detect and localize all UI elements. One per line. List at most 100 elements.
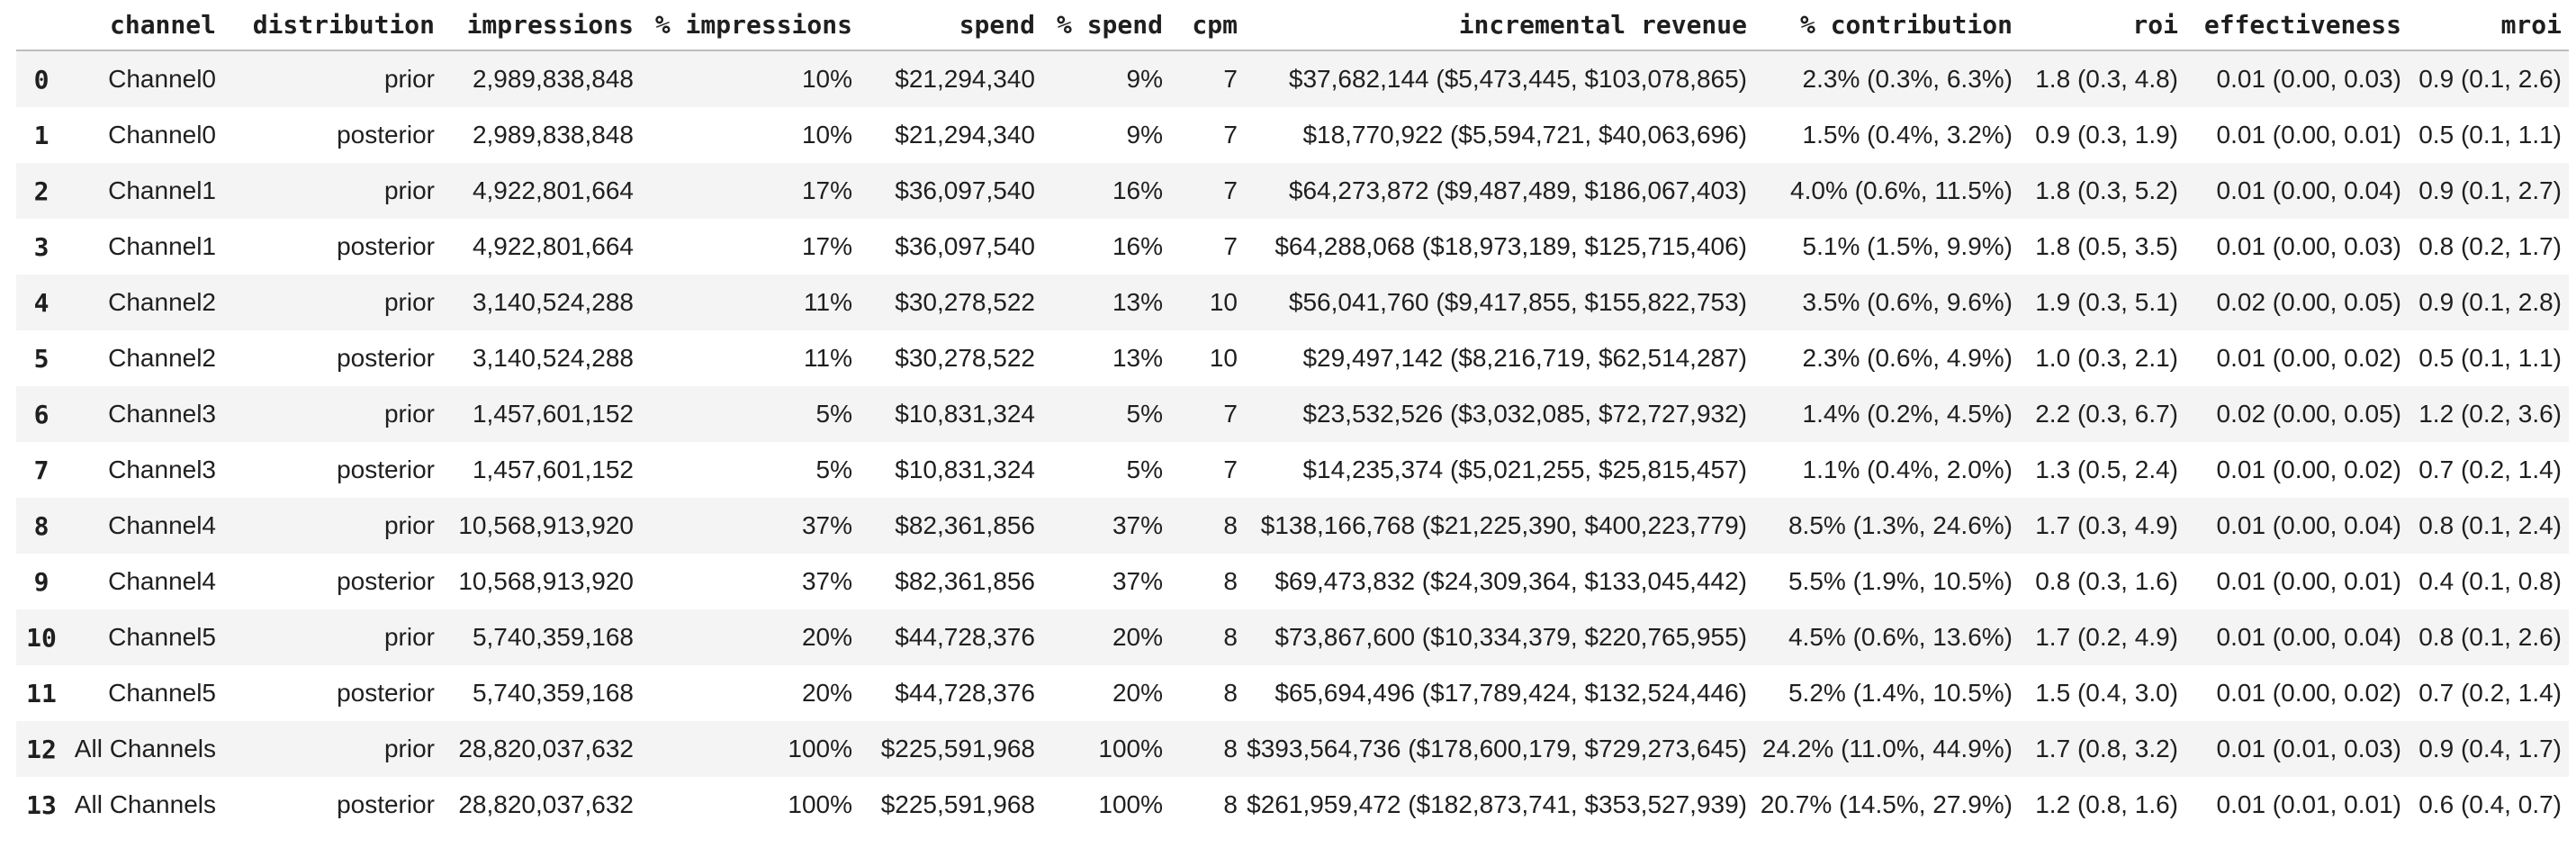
cell-roi: 1.5 (0.4, 3.0) <box>2035 679 2178 707</box>
cell-effectiveness: 0.01 (0.00, 0.02) <box>2216 456 2401 483</box>
cell-impressions: 3,140,524,288 <box>472 288 634 316</box>
column-header-spend: spend <box>860 0 1042 51</box>
channel-summary-table: channel distribution impressions% impressi… <box>16 0 2569 833</box>
cell-pct-contribution: 1.1% (0.4%, 2.0%) <box>1802 456 2013 483</box>
cell-roi: 1.7 (0.2, 4.9) <box>2035 623 2178 651</box>
cell-distribution: prior <box>383 623 435 651</box>
cell-mroi: 1.2 (0.2, 3.6) <box>2418 400 2562 428</box>
cell-effectiveness: 0.01 (0.00, 0.04) <box>2216 623 2401 651</box>
cell-pct-impressions: 5% <box>815 400 852 428</box>
cell-channel: Channel4 <box>108 511 216 539</box>
column-header-channel: channel <box>67 0 223 51</box>
cell-cpm: 10 <box>1209 288 1238 316</box>
cell-effectiveness: 0.02 (0.00, 0.05) <box>2216 400 2401 428</box>
cell-impressions: 5,740,359,168 <box>472 623 634 651</box>
cell-cpm: 8 <box>1223 790 1238 818</box>
row-index: 5 <box>33 343 50 374</box>
cell-pct-impressions: 10% <box>801 121 852 149</box>
cell-impressions: 2,989,838,848 <box>472 65 634 93</box>
row-index: 4 <box>33 287 50 318</box>
cell-pct-spend: 13% <box>1112 288 1163 316</box>
column-header-cpm: cpm <box>1170 0 1245 51</box>
cell-impressions: 28,820,037,632 <box>458 735 634 762</box>
cell-pct-spend: 37% <box>1112 567 1163 595</box>
cell-incremental-revenue: $261,959,472 ($182,873,741, $353,527,939… <box>1247 790 1747 818</box>
cell-pct-contribution: 5.2% (1.4%, 10.5%) <box>1788 679 2013 707</box>
cell-impressions: 2,989,838,848 <box>472 121 634 149</box>
cell-distribution: prior <box>383 288 435 316</box>
row-index: 1 <box>33 120 50 150</box>
cell-pct-spend: 13% <box>1112 344 1163 372</box>
cell-roi: 0.8 (0.3, 1.6) <box>2035 567 2178 595</box>
cell-mroi: 0.5 (0.1, 1.1) <box>2418 344 2562 372</box>
cell-pct-spend: 37% <box>1112 511 1163 539</box>
cell-pct-contribution: 8.5% (1.3%, 24.6%) <box>1788 511 2013 539</box>
cell-impressions: 4,922,801,664 <box>472 176 634 204</box>
cell-channel: Channel3 <box>108 456 216 483</box>
cell-impressions: 10,568,913,920 <box>458 511 634 539</box>
cell-distribution: posterior <box>337 456 435 483</box>
cell-mroi: 0.9 (0.1, 2.8) <box>2418 288 2562 316</box>
cell-pct-contribution: 2.3% (0.3%, 6.3%) <box>1802 65 2013 93</box>
cell-channel: All Channels <box>74 790 216 818</box>
cell-incremental-revenue: $64,273,872 ($9,487,489, $186,067,403) <box>1288 176 1747 204</box>
column-header-roi: roi <box>2020 0 2185 51</box>
cell-mroi: 0.8 (0.1, 2.4) <box>2418 511 2562 539</box>
table-body: 0 Channel0 prior 2,989,838,848 10% $21,294,3… <box>16 50 2569 833</box>
cell-pct-contribution: 1.5% (0.4%, 3.2%) <box>1802 121 2013 149</box>
cell-effectiveness: 0.01 (0.00, 0.03) <box>2216 232 2401 260</box>
cell-roi: 1.7 (0.8, 3.2) <box>2035 735 2178 762</box>
cell-pct-impressions: 20% <box>801 623 852 651</box>
row-index: 11 <box>26 678 57 708</box>
table-row: 4 Channel2 prior 3,140,524,288 11% $30,278,5… <box>16 275 2569 330</box>
cell-distribution: posterior <box>337 344 435 372</box>
column-header-distribution: distribution <box>223 0 442 51</box>
row-index: 7 <box>33 455 50 485</box>
cell-roi: 1.0 (0.3, 2.1) <box>2035 344 2178 372</box>
cell-distribution: prior <box>383 735 435 762</box>
cell-roi: 0.9 (0.3, 1.9) <box>2035 121 2178 149</box>
cell-spend: $82,361,856 <box>895 567 1035 595</box>
table-row: 8 Channel4 prior 10,568,913,920 37% $82,361,… <box>16 498 2569 554</box>
cell-pct-contribution: 20.7% (14.5%, 27.9%) <box>1760 790 2013 818</box>
cell-distribution: prior <box>383 511 435 539</box>
cell-incremental-revenue: $393,564,736 ($178,600,179, $729,273,645… <box>1247 735 1747 762</box>
cell-incremental-revenue: $14,235,374 ($5,021,255, $25,815,457) <box>1302 456 1747 483</box>
cell-incremental-revenue: $23,532,526 ($3,032,085, $72,727,932) <box>1302 400 1747 428</box>
cell-pct-spend: 5% <box>1126 400 1163 428</box>
cell-spend: $225,591,968 <box>880 735 1035 762</box>
cell-channel: Channel4 <box>108 567 216 595</box>
cell-channel: Channel1 <box>108 176 216 204</box>
cell-distribution: posterior <box>337 679 435 707</box>
cell-effectiveness: 0.01 (0.00, 0.04) <box>2216 176 2401 204</box>
cell-spend: $10,831,324 <box>895 456 1035 483</box>
row-index: 10 <box>26 622 57 653</box>
cell-pct-spend: 9% <box>1126 121 1163 149</box>
table-row: 1 Channel0 posterior 2,989,838,848 10% $21,2… <box>16 107 2569 163</box>
column-header-pct-impressions: % impressions <box>641 0 860 51</box>
dataframe-output: channel distribution impressions% impressi… <box>16 0 2569 833</box>
cell-pct-contribution: 2.3% (0.6%, 4.9%) <box>1802 344 2013 372</box>
cell-impressions: 5,740,359,168 <box>472 679 634 707</box>
cell-distribution: prior <box>383 65 435 93</box>
cell-roi: 1.8 (0.3, 5.2) <box>2035 176 2178 204</box>
cell-cpm: 7 <box>1223 400 1238 428</box>
cell-spend: $10,831,324 <box>895 400 1035 428</box>
table-row: 9 Channel4 posterior 10,568,913,920 37% $82,… <box>16 554 2569 609</box>
cell-effectiveness: 0.01 (0.00, 0.01) <box>2216 121 2401 149</box>
cell-effectiveness: 0.01 (0.01, 0.01) <box>2216 790 2401 818</box>
cell-mroi: 0.8 (0.1, 2.6) <box>2418 623 2562 651</box>
cell-effectiveness: 0.01 (0.00, 0.02) <box>2216 679 2401 707</box>
cell-impressions: 10,568,913,920 <box>458 567 634 595</box>
table-row: 12 All Channels prior 28,820,037,632 100% $2… <box>16 721 2569 777</box>
cell-channel: Channel5 <box>108 679 216 707</box>
cell-mroi: 0.9 (0.1, 2.6) <box>2418 65 2562 93</box>
cell-cpm: 7 <box>1223 65 1238 93</box>
cell-cpm: 8 <box>1223 679 1238 707</box>
cell-pct-spend: 16% <box>1112 232 1163 260</box>
cell-roi: 2.2 (0.3, 6.7) <box>2035 400 2178 428</box>
cell-roi: 1.9 (0.3, 5.1) <box>2035 288 2178 316</box>
cell-impressions: 1,457,601,152 <box>472 400 634 428</box>
column-header-effectiveness: effectiveness <box>2185 0 2409 51</box>
cell-mroi: 0.7 (0.2, 1.4) <box>2418 456 2562 483</box>
